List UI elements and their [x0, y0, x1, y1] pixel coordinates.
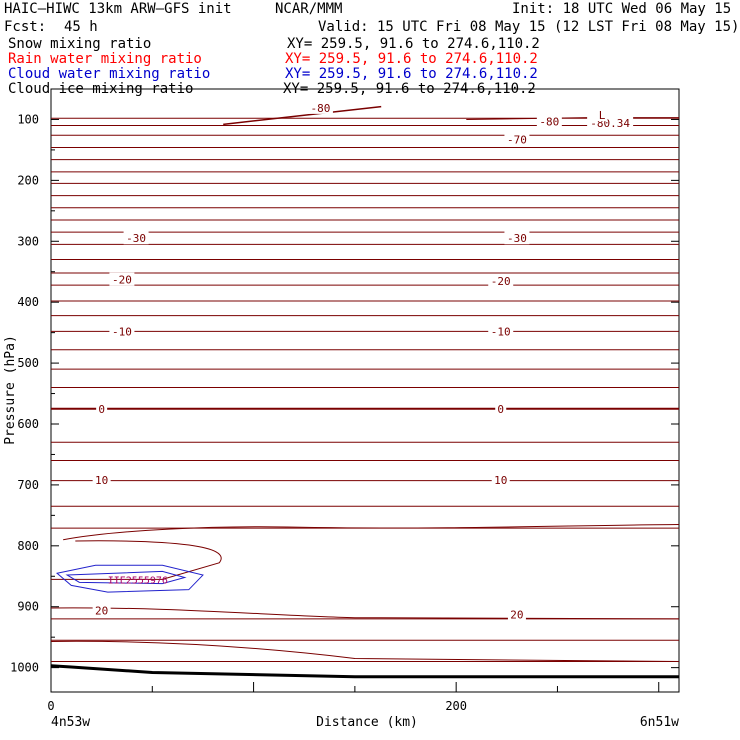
isotherm-label-bg: [504, 132, 530, 146]
x-tick-label: 0: [47, 699, 54, 713]
isotherm-line: [63, 524, 680, 541]
isotherm-label: -20: [491, 275, 511, 288]
x-tick-label: 200: [445, 699, 467, 713]
isotherm-label: 0: [497, 403, 504, 416]
y-tick-label: 700: [17, 478, 39, 492]
x-axis-label: Distance (km): [316, 715, 418, 730]
field-xy-rain: XY= 259.5, 91.6 to 274.6,110.2: [285, 51, 538, 67]
cloud-water-contour: [55, 564, 204, 593]
isotherm-line: [50, 607, 680, 620]
y-tick-label: 400: [17, 295, 39, 309]
isotherm-label-bg: [504, 231, 530, 245]
valid-time: Valid: 15 UTC Fri 08 May 15 (12 LST Fri …: [318, 19, 740, 35]
cloud-feature-label: IIE2555976: [108, 576, 168, 587]
y-tick-label: 100: [17, 112, 39, 126]
isotherm-label-bg: [491, 473, 510, 487]
terrain-line: [50, 664, 679, 679]
isotherm-line: [50, 640, 680, 663]
isotherm-label: -80: [310, 102, 330, 115]
isotherm-tropopause-segment: [223, 105, 382, 126]
y-tick-label: 800: [17, 539, 39, 553]
isotherm-label: L: [599, 109, 606, 122]
isotherm-label: -30: [126, 232, 146, 245]
field-name-rain: Rain water mixing ratio: [8, 51, 202, 67]
isotherm-label: 10: [494, 474, 507, 487]
center-label: NCAR/MMM: [275, 1, 343, 17]
isotherm-label-bg: [536, 114, 562, 128]
x-right-endpoint-label: 6n51w: [640, 715, 679, 730]
field-name-cloud-water: Cloud water mixing ratio: [8, 66, 211, 82]
isotherm-label: 0: [98, 403, 105, 416]
isotherm-label-bg: [488, 324, 514, 338]
isotherm-label: 20: [510, 609, 523, 622]
isotherm-label-bg: [96, 401, 108, 415]
isotherm-label: 10: [95, 474, 108, 487]
isotherm-label-bg: [92, 603, 111, 617]
field-xy-snow: XY= 259.5, 91.6 to 274.6,110.2: [287, 36, 540, 52]
y-tick-label: 200: [17, 173, 39, 187]
y-axis-label: Pressure (hPa): [3, 335, 18, 445]
isotherm-label: -10: [491, 325, 511, 338]
model-title: HAIC—HIWC 13km ARW—GFS init: [4, 1, 232, 17]
isotherm-label-bg: [109, 272, 135, 286]
isotherm-label-bg: [92, 473, 111, 487]
isotherm-label-bg: [123, 231, 149, 245]
forecast-hour-value: 45 h: [64, 19, 98, 35]
plot-frame: [50, 88, 680, 693]
isotherm-label-bg: [488, 273, 514, 287]
isotherm-label: -80.34: [590, 117, 630, 130]
isotherm-label-bg: [495, 401, 507, 415]
isotherm-label: -10: [112, 325, 132, 338]
forecast-hour-label: Fcst:: [4, 19, 47, 35]
isotherm-label-bg: [109, 324, 135, 338]
isotherm-label-bg: [307, 100, 333, 114]
isotherm-label-bg: [507, 607, 526, 621]
isotherm-line: [51, 540, 222, 580]
y-tick-label: 600: [17, 417, 39, 431]
isotherm-label: 20: [95, 604, 108, 617]
field-name-snow: Snow mixing ratio: [8, 36, 152, 52]
isotherm-label: -20: [112, 274, 132, 287]
y-tick-label: 1000: [10, 661, 39, 675]
isotherm-label: -30: [507, 232, 527, 245]
x-left-endpoint-label: 4n53w: [51, 715, 90, 730]
cloud-water-contour: [65, 570, 187, 585]
init-time: Init: 18 UTC Wed 06 May 15: [512, 1, 732, 17]
isotherm-label: -70: [507, 134, 527, 147]
isotherm-label: -80: [539, 115, 559, 128]
isotherm-label-bg: [596, 108, 608, 122]
field-xy-cloud-water: XY= 259.5, 91.6 to 274.6,110.2: [285, 66, 538, 82]
y-tick-label: 300: [17, 234, 39, 248]
y-tick-label: 900: [17, 600, 39, 614]
y-tick-label: 500: [17, 356, 39, 370]
